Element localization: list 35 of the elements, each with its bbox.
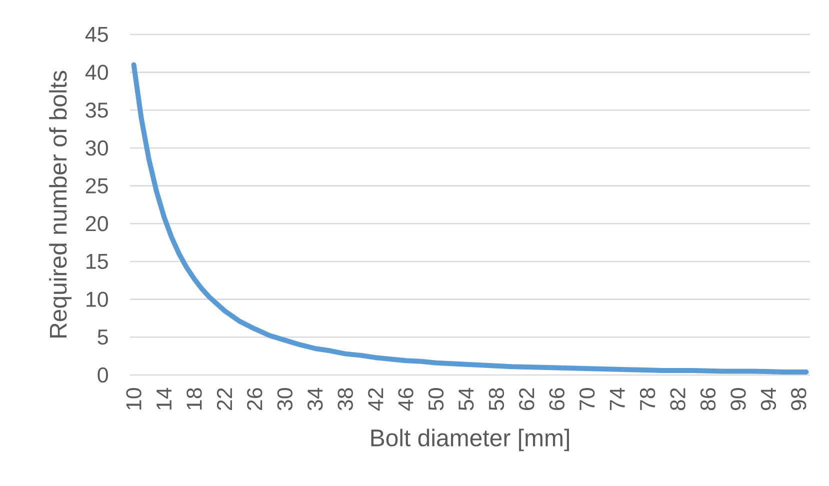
- x-tick-label: 90: [730, 388, 746, 410]
- x-tick-label: 70: [580, 388, 595, 410]
- x-tick-label: 46: [398, 388, 414, 411]
- y-tick-label: 15: [86, 254, 108, 269]
- x-tick-label: 10: [126, 388, 142, 410]
- x-tick-label: 34: [308, 388, 323, 410]
- y-tick-label: 25: [86, 178, 108, 194]
- y-tick-label: 45: [85, 26, 108, 42]
- y-tick-label: 30: [86, 140, 108, 156]
- x-tick-label: 94: [760, 388, 776, 410]
- x-tick-label: 14: [156, 388, 172, 410]
- y-tick-label: 0: [98, 367, 108, 383]
- x-tick-label: 98: [791, 388, 806, 410]
- x-tick-label: 42: [368, 388, 384, 411]
- x-tick-label: 26: [247, 388, 262, 410]
- y-tick-label: 35: [86, 102, 108, 118]
- x-tick-label: 62: [519, 388, 534, 410]
- x-tick-label: 74: [610, 388, 625, 410]
- x-tick-label: 30: [277, 388, 292, 410]
- x-tick-label: 78: [640, 388, 656, 410]
- x-tick-label: 22: [216, 388, 232, 410]
- x-tick-label: 58: [488, 388, 504, 410]
- y-axis-title: Required number of bolts: [49, 70, 72, 338]
- y-tick-label: 5: [98, 330, 108, 345]
- y-tick-label: 10: [86, 292, 108, 307]
- x-axis-title: Bolt diameter [mm]: [371, 428, 569, 452]
- x-tick-label: 66: [549, 388, 564, 410]
- x-tick-label: 82: [670, 388, 686, 410]
- x-tick-label: 54: [458, 388, 474, 410]
- x-tick-label: 38: [338, 388, 353, 410]
- x-tick-label: 86: [700, 388, 716, 410]
- x-tick-label: 18: [186, 388, 202, 410]
- y-tick-label: 40: [85, 64, 108, 80]
- x-tick-label: 50: [428, 388, 444, 410]
- y-tick-label: 20: [86, 216, 108, 232]
